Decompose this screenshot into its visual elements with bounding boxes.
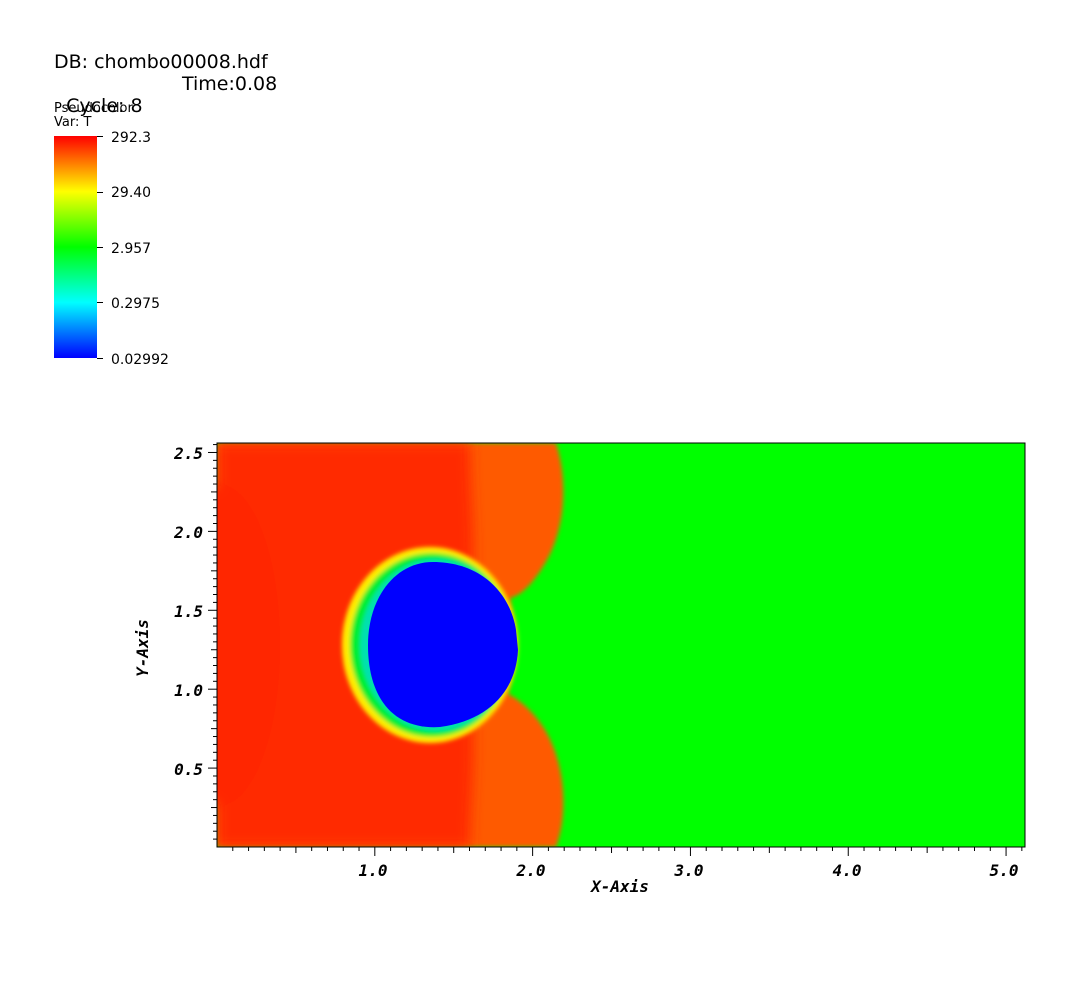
shock-inner-lobe xyxy=(217,485,280,805)
y-axis-title: Y-Axis xyxy=(133,619,152,677)
colorbar-label-4: 0.2975 xyxy=(111,296,160,312)
colorbar-label-min: 0.02992 xyxy=(111,352,169,368)
y-tick-label: 1.0 xyxy=(174,681,203,700)
field-plot-area xyxy=(217,443,1025,847)
colorbar-label-2: 29.40 xyxy=(111,185,152,201)
colorbar-tick xyxy=(97,192,103,193)
colorbar-tick xyxy=(97,136,103,137)
colorbar-tick xyxy=(97,302,103,303)
plot-frame xyxy=(216,442,1026,848)
time-label: Time:0.08 xyxy=(182,73,278,95)
cycle-label: Cycle: 8 xyxy=(66,95,143,117)
y-tick-label: 1.5 xyxy=(174,602,203,621)
colorbar-tick xyxy=(97,358,103,359)
y-tick-label: 0.5 xyxy=(174,760,203,779)
variable-label: Var: T xyxy=(54,115,92,130)
x-tick-label: 5.0 xyxy=(990,861,1019,880)
database-label: DB: chombo00008.hdf xyxy=(54,51,268,73)
colorbar-tick xyxy=(97,247,103,248)
x-tick-label: 4.0 xyxy=(833,861,862,880)
x-axis-title: X-Axis xyxy=(589,877,649,896)
y-tick-label: 2.5 xyxy=(173,444,203,463)
plot-type-label: Pseudocolor xyxy=(54,101,133,116)
x-tick-label: 1.0 xyxy=(359,861,388,880)
cycle-time-label: Cycle: 8 Time:0.08 xyxy=(54,73,277,139)
colorbar-label-max: 292.3 xyxy=(111,130,152,146)
colorbar-label-3: 2.957 xyxy=(111,241,152,257)
x-axis-ticks xyxy=(232,847,1023,856)
y-tick-label: 2.0 xyxy=(173,523,203,542)
colorbar xyxy=(54,136,97,358)
x-tick-label: 2.0 xyxy=(516,861,546,880)
y-axis-ticks xyxy=(208,444,217,840)
cold-bubble xyxy=(368,562,518,728)
x-tick-label: 3.0 xyxy=(674,861,704,880)
